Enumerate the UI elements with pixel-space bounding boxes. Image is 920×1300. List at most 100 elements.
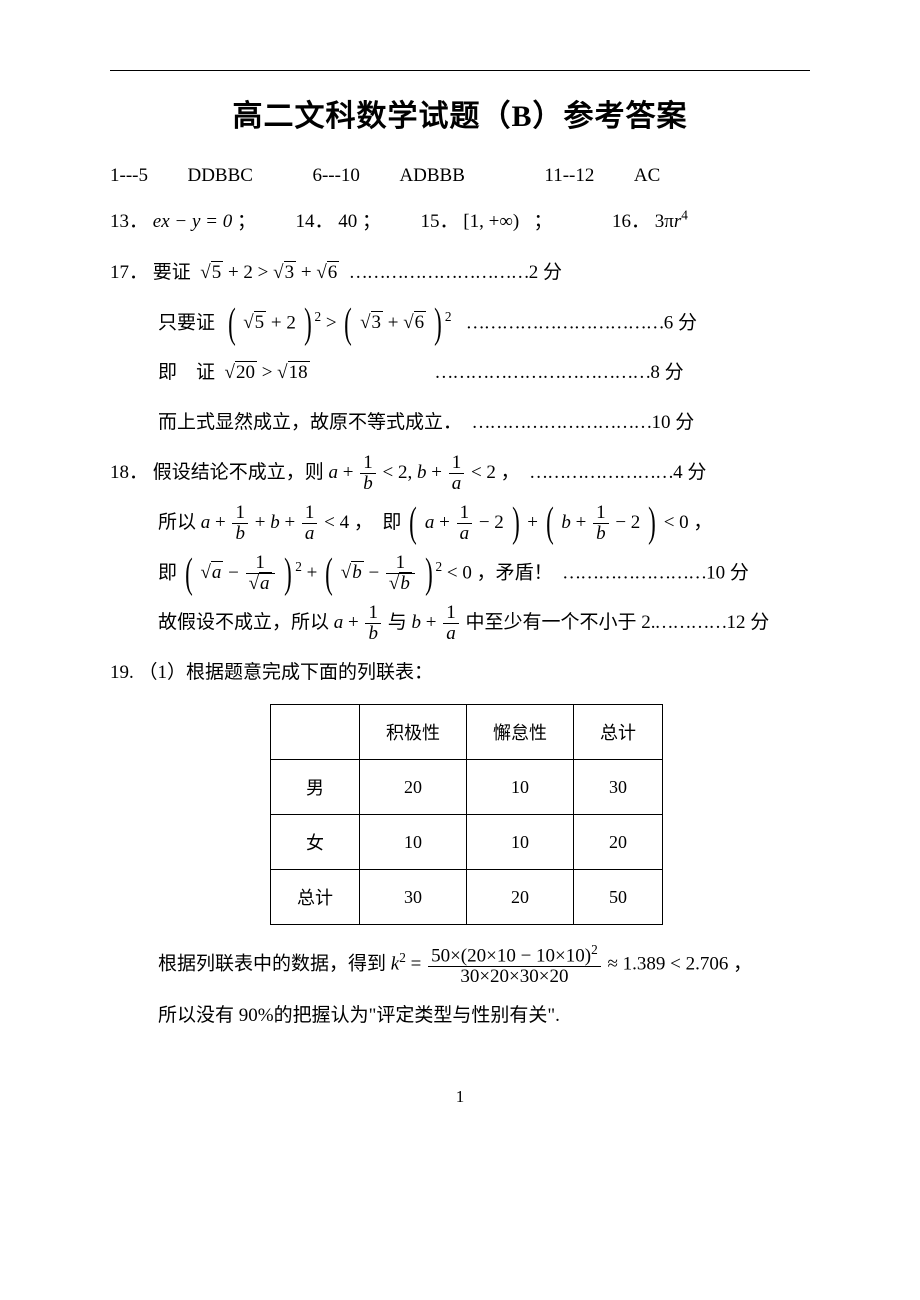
frac-icon: 1b	[593, 503, 609, 544]
q19-l1: （1）根据题意完成下面的列联表：	[139, 662, 434, 683]
q13-label: 13．	[110, 211, 148, 232]
sqrt-icon: 6	[403, 302, 426, 344]
mc-ans-2: ADBBB	[399, 165, 464, 186]
frac-icon: 1b	[232, 503, 248, 544]
q15-label: 15．	[421, 211, 459, 232]
q19-label: 19.	[110, 662, 134, 683]
sqrt-icon: 6	[316, 252, 339, 294]
q19-line1: 19. （1）根据题意完成下面的列联表：	[110, 652, 810, 694]
q18-line2: 所以 a + 1b + b + 1a < 4 ， 即 ( a + 1a − 2 …	[110, 502, 810, 544]
table-cell: 10	[360, 815, 467, 870]
table-row: 积极性 懈怠性 总计	[271, 705, 663, 760]
q19-l2a: 根据列联表中的数据，得到	[158, 954, 386, 975]
q18-l3b: ，矛盾！	[477, 562, 553, 583]
q17-l2a: 只要证	[158, 312, 215, 333]
q18-line3: 即 ( a − 1a )2 + ( b − 1b )2 < 0 ，矛盾！ …………	[110, 552, 810, 594]
sep1: ；	[237, 211, 256, 232]
table-cell: 男	[271, 760, 360, 815]
fill-answers-line: 13． ex − y = 0 ； 14． 40 ； 15． [1, +∞) ； …	[110, 199, 810, 245]
mc-range-2: 6---10	[312, 165, 359, 186]
frac-icon: 1a	[302, 503, 318, 544]
page-number: 1	[110, 1087, 810, 1107]
q17-line4: 而上式显然成立，故原不等式成立． …………………………10 分	[110, 402, 810, 444]
q18-l3a: 即	[158, 562, 177, 583]
q18-l4a: 故假设不成立，所以	[158, 612, 329, 633]
table-header: 懈怠性	[467, 705, 574, 760]
q18-l2a: 所以	[158, 512, 196, 533]
q17-pts3: 8 分	[650, 362, 683, 383]
table-row: 女 10 10 20	[271, 815, 663, 870]
q17-l4: 而上式显然成立，故原不等式成立．	[158, 412, 462, 433]
page: 高二文科数学试题（B）参考答案 1---5 DDBBC 6---10 ADBBB…	[0, 0, 920, 1147]
table-cell: 20	[360, 760, 467, 815]
table-cell: 20	[574, 815, 663, 870]
q15-answer: [1, +∞)	[463, 211, 519, 232]
q13-answer: ex − y = 0	[153, 211, 232, 232]
q17-pts2: 6 分	[664, 312, 697, 333]
frac-icon: 1a	[449, 453, 465, 494]
q18-label: 18．	[110, 462, 148, 483]
q17-l3a: 即 证	[158, 362, 215, 383]
table-row: 男 20 10 30	[271, 760, 663, 815]
frac-icon: 50×(20×10 − 10×10)2 30×20×30×20	[428, 943, 601, 987]
k: k	[391, 954, 399, 975]
q14-answer: 40	[338, 211, 357, 232]
q19-line3: 所以没有 90%的把握认为"评定类型与性别有关".	[110, 995, 810, 1037]
table-header	[271, 705, 360, 760]
q16-label: 16．	[612, 211, 650, 232]
table-cell: 30	[360, 870, 467, 925]
table-cell: 10	[467, 760, 574, 815]
q17-line1: 17． 要证 5 + 2 > 3 + 6 …………………………2 分	[110, 252, 810, 294]
table-header: 总计	[574, 705, 663, 760]
q17-pts4: 10 分	[652, 412, 695, 433]
top-rule	[110, 70, 810, 71]
table-cell: 10	[467, 815, 574, 870]
q18-pts3: 10 分	[706, 562, 749, 583]
rad6: 6	[327, 261, 340, 283]
q18-line1: 18． 假设结论不成立，则 a + 1b < 2, b + 1a < 2 ， ……	[110, 452, 810, 494]
dots: ……………………………	[466, 312, 664, 333]
dots: .…………	[651, 612, 727, 633]
mc-answers-line: 1---5 DDBBC 6---10 ADBBB 11--12 AC	[110, 153, 810, 199]
q18-l1: 假设结论不成立，则	[153, 462, 324, 483]
sqrt-icon: b	[341, 552, 364, 594]
q18-pts1: 4 分	[673, 462, 706, 483]
q16-exp: 4	[681, 207, 688, 222]
q17-line2: 只要证 ( 5 + 2 )2 > ( 3 + 6 )2 ……………………………6…	[110, 302, 810, 344]
table-cell: 30	[574, 760, 663, 815]
q19-line2: 根据列联表中的数据，得到 k2 = 50×(20×10 − 10×10)2 30…	[110, 943, 810, 987]
rad5: 5	[211, 261, 224, 283]
rad3: 3	[284, 261, 297, 283]
sqrt-icon: 5	[200, 252, 223, 294]
q18-l4c: 中至少有一个不小于 2	[465, 612, 650, 633]
table-cell: 女	[271, 815, 360, 870]
mc-ans-1: DDBBC	[187, 165, 252, 186]
sqrt-icon: 5	[243, 302, 266, 344]
dots: …………………………	[349, 262, 529, 283]
table-cell: 总计	[271, 870, 360, 925]
table-header: 积极性	[360, 705, 467, 760]
table-cell: 50	[574, 870, 663, 925]
frac-icon: 1a	[457, 503, 473, 544]
mc-range-1: 1---5	[110, 165, 148, 186]
table-cell: 20	[467, 870, 574, 925]
page-title: 高二文科数学试题（B）参考答案	[110, 91, 810, 135]
mc-ans-3: AC	[634, 165, 660, 186]
q17-l1a: 要证	[153, 262, 191, 283]
plus: +	[301, 262, 316, 283]
frac-icon: 1a	[246, 553, 275, 594]
dots: ……………………	[529, 462, 673, 483]
q14-label: 14．	[295, 211, 333, 232]
mc-range-3: 11--12	[544, 165, 594, 186]
sqrt-icon: 3	[273, 252, 296, 294]
q16-3pi: 3π	[655, 211, 674, 232]
plus2: + 2 >	[228, 262, 273, 283]
sqrt-icon: 18	[277, 352, 309, 394]
sep2: ；	[362, 211, 381, 232]
table-row: 总计 30 20 50	[271, 870, 663, 925]
dots: ………………………………	[434, 362, 650, 383]
frac-icon: 1a	[443, 603, 459, 644]
frac-icon: 1b	[360, 453, 376, 494]
frac-icon: 1b	[365, 603, 381, 644]
q17-line3: 即 证 20 > 18 ………………………………8 分	[110, 352, 810, 394]
